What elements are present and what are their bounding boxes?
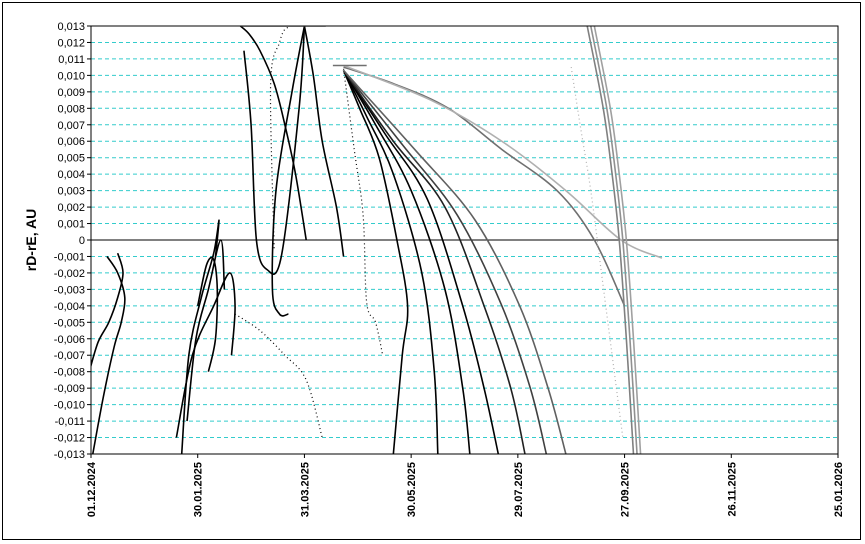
series-line-13 — [343, 64, 663, 259]
series-line-1 — [239, 26, 307, 241]
series-line-7 — [342, 70, 471, 454]
grid — [87, 25, 839, 458]
series-line-21 — [91, 252, 124, 369]
y-tick-label: -0,012 — [54, 433, 85, 445]
y-tick-label: 0,001 — [57, 219, 85, 231]
series-line-16 — [593, 26, 642, 454]
y-tick-label: 0,006 — [57, 136, 85, 148]
y-tick-label: 0,004 — [57, 169, 85, 181]
series-line-6 — [342, 70, 439, 454]
y-tick-label: 0,010 — [57, 70, 85, 82]
series-line-9 — [342, 69, 526, 454]
series-line-14 — [586, 26, 635, 454]
y-tick-label: 0 — [79, 235, 85, 247]
series-line-8 — [342, 70, 500, 454]
series-line-5 — [342, 70, 409, 454]
x-tick-label: 01.12.2024 — [86, 461, 98, 517]
y-tick-label: -0,005 — [54, 317, 85, 329]
series-line-11 — [342, 69, 567, 454]
y-tick-label: -0,003 — [54, 284, 85, 296]
series-line-15 — [589, 26, 638, 454]
series-line-22 — [91, 256, 126, 454]
y-tick-label: 0,012 — [57, 37, 85, 49]
y-tick-label: -0,004 — [54, 301, 85, 313]
x-tick-label: 30.05.2025 — [406, 462, 418, 517]
y-tick-label: -0,013 — [54, 449, 85, 461]
y-tick-label: 0,007 — [57, 120, 85, 132]
y-tick-label: 0,013 — [57, 21, 85, 33]
x-tick-label: 30.01.2025 — [193, 462, 205, 517]
y-tick-label: 0,002 — [57, 202, 85, 214]
x-tick-labels: 01.12.2024 30.01.2025 31.03.2025 30.05.2025… — [86, 461, 845, 517]
series-line-10 — [342, 69, 548, 454]
y-tick-label: -0,001 — [54, 251, 85, 263]
y-tick-label: 0,003 — [57, 186, 85, 198]
y-tick-label: 0,008 — [57, 103, 85, 115]
x-tick-label: 26.11.2025 — [726, 462, 738, 516]
y-tick-label: -0,011 — [55, 416, 85, 428]
y-tick-label: 0,009 — [57, 87, 85, 99]
y-axis-label: rD-rE, AU — [23, 209, 39, 272]
y-tick-label: 0,011 — [58, 54, 85, 66]
axes — [90, 25, 839, 455]
series-line-3 — [271, 26, 306, 317]
y-tick-label: 0,005 — [57, 153, 85, 165]
y-tick-label: -0,006 — [54, 334, 85, 346]
series-line-23 — [234, 313, 323, 438]
plot-area-border — [90, 25, 839, 455]
series-group — [91, 26, 663, 454]
y-tick-label: -0,008 — [54, 367, 85, 379]
x-tick-label: 25.01.2026 — [833, 462, 845, 517]
y-tick-label: -0,002 — [54, 268, 85, 280]
y-tick-label: -0,010 — [54, 400, 85, 412]
series-line-20 — [196, 256, 219, 372]
x-tick-label: 27.09.2025 — [620, 462, 632, 517]
series-line-2 — [243, 26, 306, 275]
series-line-4 — [303, 26, 345, 257]
y-tick-label: -0,007 — [54, 350, 85, 362]
x-tick-label: 31.03.2025 — [299, 462, 311, 517]
x-tick-label: 29.07.2025 — [513, 462, 525, 517]
y-tick-labels: -0,013 -0,012 -0,011 -0,010 -0,009 -0,008 -0,0… — [54, 21, 85, 461]
y-tick-label: -0,009 — [54, 383, 85, 395]
series-line-19 — [175, 272, 236, 438]
series-line-18 — [186, 239, 226, 422]
series-line-26 — [570, 67, 624, 438]
